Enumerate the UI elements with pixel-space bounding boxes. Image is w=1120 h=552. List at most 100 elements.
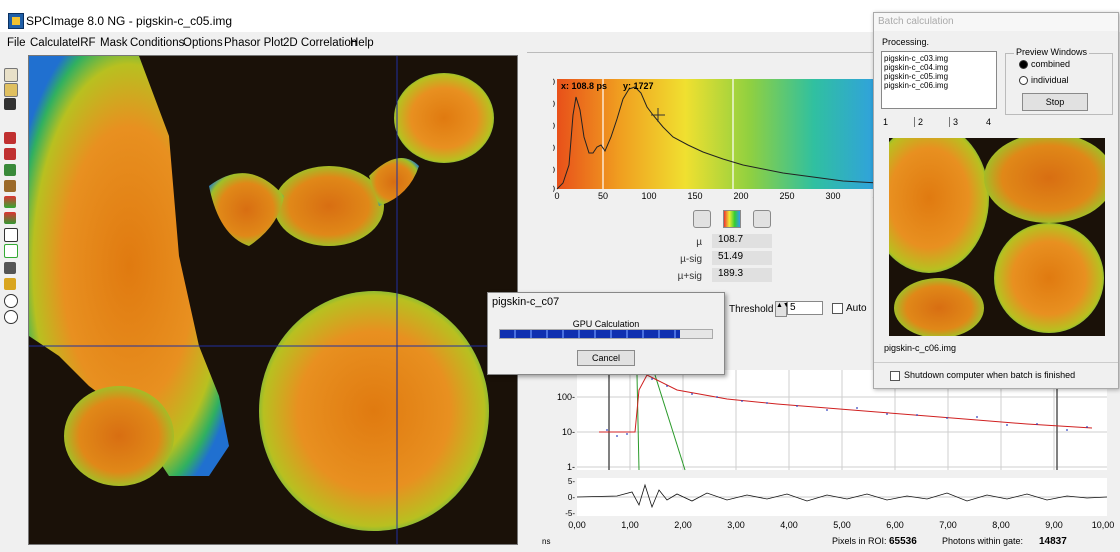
zoom-in-icon[interactable] [4, 294, 18, 308]
progress-fill [500, 330, 681, 338]
hist-x-tick: 150 [687, 191, 702, 200]
cursor-x-readout: x: 108.8 ps [561, 81, 607, 91]
auto-checkbox[interactable] [832, 303, 843, 314]
new-file-icon[interactable] [4, 68, 18, 82]
lifetime-histogram[interactable]: 2500 2000 1500 1000 500 0 x: 108.8 ps y:… [535, 75, 879, 201]
cursor-y-readout: y: 1727 [623, 81, 654, 91]
stop-button[interactable]: Stop [1022, 93, 1088, 111]
batch-title-bar: Batch calculation [874, 13, 1118, 31]
photons-label: Photons within gate: [942, 536, 1023, 546]
threshold-stepper[interactable]: ▲▼ [775, 301, 790, 317]
decay-x-tick: 10,00 [1092, 520, 1115, 530]
hist-y-tick: 2000 [553, 99, 555, 109]
region-icon[interactable] [4, 228, 18, 242]
hist-y-tick: 1000 [553, 143, 555, 153]
flim-image-canvas [29, 56, 517, 544]
brush-icon[interactable] [4, 262, 16, 274]
mu-plus-sigma-value: 189.3 [712, 268, 772, 282]
mu-value: 108.7 [712, 234, 772, 248]
residual-tick: 5- [568, 477, 575, 486]
color-scale-button[interactable] [723, 210, 741, 228]
batch-title: Batch calculation [878, 16, 954, 27]
list-item[interactable]: pigskin-c_c04.img [884, 63, 949, 72]
menu-2d-correlation[interactable]: 2D Correlation [283, 37, 358, 49]
batch-tab-3[interactable]: 3 [949, 117, 958, 127]
mu-label: µ [696, 237, 702, 248]
zoom-out-histogram-button[interactable] [693, 210, 711, 228]
menu-conditions[interactable]: Conditions [130, 37, 185, 49]
processing-label: Processing. [882, 37, 930, 47]
menu-phasor-plot[interactable]: Phasor Plot [224, 37, 284, 49]
mask-erase-icon[interactable] [4, 148, 16, 160]
region-icon[interactable] [4, 244, 18, 258]
decay-x-tick: 6,00 [886, 520, 904, 530]
gpu-caption: GPU Calculation [572, 319, 640, 329]
individual-radio[interactable] [1019, 76, 1028, 85]
menu-mask[interactable]: Mask [100, 37, 128, 49]
batch-tab-1[interactable]: 1 [883, 117, 889, 127]
hist-x-tick: 50 [598, 191, 608, 200]
decay-x-tick: 8,00 [992, 520, 1010, 530]
mask-icon[interactable] [4, 132, 16, 144]
save-icon[interactable] [4, 98, 16, 110]
list-item[interactable]: pigskin-c_c06.img [884, 81, 949, 90]
shutdown-checkbox[interactable] [890, 371, 900, 381]
list-item[interactable]: pigskin-c_c05.img [884, 72, 949, 81]
zoom-in-histogram-button[interactable] [753, 210, 771, 228]
threshold-input[interactable]: 5 [787, 301, 823, 315]
brush-icon[interactable] [4, 278, 16, 290]
batch-tab-4[interactable]: 4 [986, 117, 992, 127]
batch-file-list[interactable]: pigskin-c_c03.img pigskin-c_c04.img pigs… [881, 51, 997, 109]
auto-label: Auto [846, 303, 867, 314]
mu-minus-sigma-label: µ-sig [680, 254, 702, 265]
color-icon[interactable] [4, 196, 16, 208]
color-icon[interactable] [4, 212, 16, 224]
batch-preview-image [889, 138, 1105, 336]
hist-y-tick: 2500 [553, 77, 555, 87]
decay-curve-plot[interactable]: 100- 10- 1- 5- 0- -5- 0,00 1,00 2,00 3,0… [527, 370, 1117, 549]
pixels-in-roi-value: 65536 [889, 536, 917, 547]
individual-label: individual [1031, 75, 1069, 85]
combined-radio[interactable] [1019, 60, 1028, 69]
list-item[interactable]: pigskin-c_c03.img [884, 54, 949, 63]
menu-file[interactable]: File [7, 37, 26, 49]
decay-x-tick: 0,00 [568, 520, 586, 530]
decay-x-tick: 2,00 [674, 520, 692, 530]
photons-value: 14837 [1039, 536, 1067, 547]
decay-x-tick: 9,00 [1045, 520, 1063, 530]
residual-tick: -5- [565, 509, 575, 518]
menu-irf[interactable]: IRF [77, 37, 96, 49]
decay-x-tick: 4,00 [780, 520, 798, 530]
decay-y-tick: 10- [562, 427, 575, 437]
gpu-calculation-dialog: pigskin-c_c07 GPU Calculation Cancel [487, 292, 725, 375]
batch-preview-svg [889, 138, 1105, 336]
tool-icon[interactable] [4, 180, 16, 192]
menu-calculate[interactable]: Calculate [30, 37, 78, 49]
flim-image[interactable] [28, 55, 518, 545]
batch-divider [874, 362, 1118, 363]
decay-y-tick: 100- [557, 392, 575, 402]
zoom-out-icon[interactable] [4, 310, 18, 324]
tool-icon[interactable] [4, 164, 16, 176]
pixels-in-roi-label: Pixels in ROI: [832, 536, 887, 546]
decay-x-tick: 3,00 [727, 520, 745, 530]
menu-options[interactable]: Options [183, 37, 223, 49]
panel-divider [527, 52, 1117, 53]
cancel-button[interactable]: Cancel [577, 350, 635, 366]
decay-x-tick: 1,00 [621, 520, 639, 530]
mu-minus-sigma-value: 51.49 [712, 251, 772, 265]
hist-x-tick: 200 [733, 191, 748, 200]
shutdown-label: Shutdown computer when batch is finished [904, 370, 1076, 380]
dialog-title: pigskin-c_c07 [492, 296, 560, 308]
progress-bar [499, 329, 713, 339]
batch-tab-2[interactable]: 2 [914, 117, 923, 127]
decay-curve-svg: 100- 10- 1- 5- 0- -5- 0,00 1,00 2,00 3,0… [542, 370, 1115, 547]
menu-help[interactable]: Help [350, 37, 374, 49]
left-toolbar [4, 68, 22, 348]
x-unit-label: ns [542, 537, 550, 546]
open-folder-icon[interactable] [4, 83, 18, 97]
preview-file-label: pigskin-c_c06.img [884, 343, 957, 353]
residual-tick: 0- [568, 493, 575, 502]
mu-plus-sigma-label: µ+sig [677, 271, 702, 282]
combined-label: combined [1031, 59, 1071, 69]
